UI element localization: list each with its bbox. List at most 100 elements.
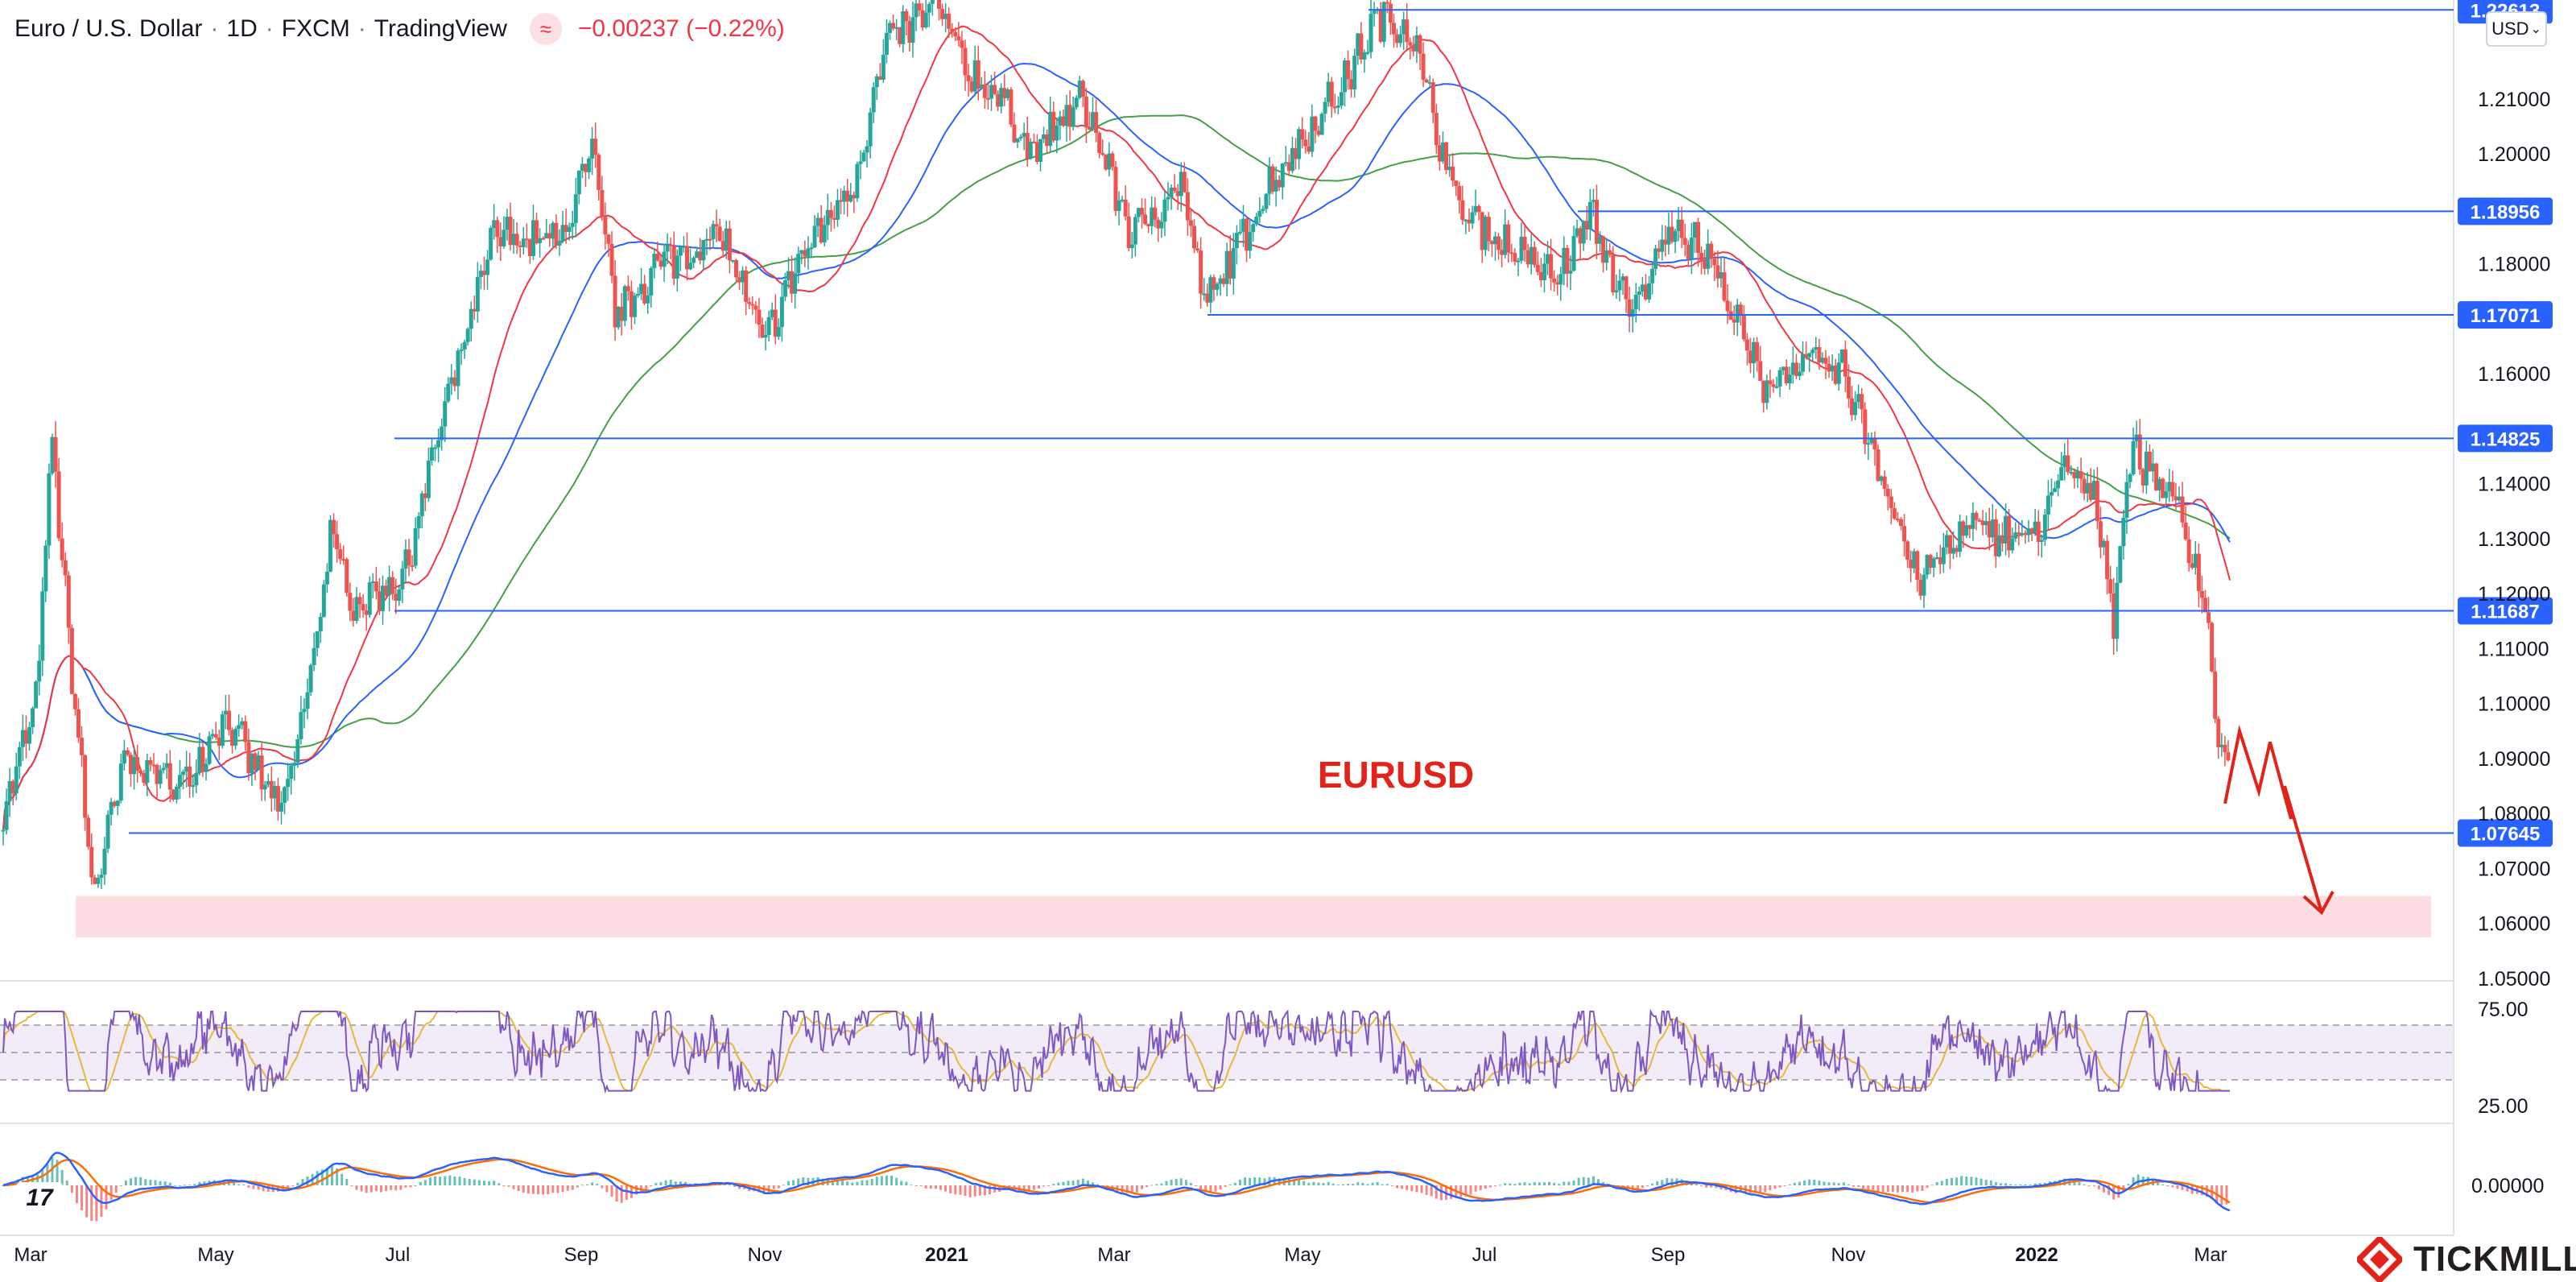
macd-hist-bar [473, 1179, 476, 1185]
candle-up [779, 296, 784, 327]
candle-up [544, 233, 549, 239]
candle-up [580, 163, 584, 171]
candle-up [1179, 172, 1183, 196]
candle-down [2154, 463, 2159, 490]
macd-hist-bar [65, 1181, 68, 1185]
macd-hist-bar [1827, 1182, 1831, 1185]
macd-hist-bar [1572, 1180, 1575, 1185]
candle-down [226, 710, 231, 730]
candle-down [1385, 2, 1389, 4]
candle-down [1882, 476, 1887, 489]
macd-hist-bar [444, 1176, 447, 1185]
macd-hist-bar [60, 1169, 64, 1185]
candle-up [1166, 196, 1170, 200]
candle-down [2108, 579, 2113, 593]
candle-up [283, 787, 287, 803]
approx-icon[interactable]: ≈ [529, 13, 562, 45]
projection-arrowhead [2302, 891, 2334, 916]
candle-up [793, 273, 798, 294]
macd-hist-bar [610, 1185, 613, 1197]
macd-hist-bar [1940, 1181, 1943, 1185]
candle-down [1522, 236, 1527, 250]
candle-down [2196, 553, 2201, 591]
macd-hist-bar [2009, 1184, 2013, 1185]
macd-hist-bar [149, 1179, 152, 1185]
y-tick-label: 1.16000 [2478, 363, 2550, 386]
macd-hist-bar [1906, 1185, 1909, 1193]
candle-up [1254, 217, 1259, 225]
candle-down [253, 753, 258, 771]
macd-hist-bar [336, 1168, 339, 1185]
candle-down [1977, 519, 1982, 522]
candle-up [220, 714, 225, 746]
macd-hist-bar [493, 1181, 496, 1185]
price-change: −0.00237 (−0.22%) [577, 15, 785, 42]
candle-down [737, 277, 742, 283]
macd-hist-bar [973, 1185, 976, 1197]
y-tick-label: 1.13000 [2478, 528, 2550, 551]
candle-down [1067, 105, 1072, 127]
candle-down [1025, 133, 1030, 159]
candle-down [1286, 162, 1291, 172]
candle-up [881, 55, 886, 81]
macd-hist-bar [1823, 1181, 1826, 1185]
candle-up [1807, 353, 1812, 358]
candle-up [250, 753, 254, 774]
candle-down [1679, 219, 1684, 238]
candle-down [1905, 541, 1910, 560]
macd-hist-bar [114, 1185, 118, 1193]
candle-down [1476, 205, 1481, 213]
macd-hist-bar [905, 1181, 908, 1185]
candle-down [917, 3, 922, 10]
macd-hist-bar [296, 1182, 299, 1185]
candle-up [1283, 162, 1288, 164]
candle-up [1107, 153, 1112, 170]
candle-down [1872, 438, 1877, 450]
candle-down [2088, 482, 2093, 500]
macd-hist-bar [802, 1177, 805, 1185]
candle-down [1002, 88, 1007, 98]
macd-hist-bar [2, 1185, 5, 1186]
macd-hist-bar [2132, 1177, 2135, 1185]
candle-up [1562, 247, 1567, 275]
candle-up [943, 14, 948, 19]
candle-down [1051, 111, 1056, 141]
candle-up [1463, 219, 1468, 221]
candle-up [1427, 82, 1432, 85]
candle-up [724, 228, 729, 251]
macd-hist-bar [620, 1185, 623, 1203]
macd-hist-bar [1837, 1183, 1840, 1185]
candle-down [904, 10, 909, 22]
macd-hist-bar [1390, 1185, 1393, 1186]
symbol-name[interactable]: Euro / U.S. Dollar [14, 15, 203, 42]
candle-up [14, 766, 19, 794]
macd-hist-bar [90, 1185, 93, 1222]
candle-up [1839, 349, 1844, 363]
macd-hist-bar [1385, 1184, 1389, 1185]
macd-hist-bar [1876, 1185, 1880, 1192]
candle-up [560, 225, 565, 242]
candle-down [1146, 224, 1151, 226]
currency-selector[interactable]: USD ⌄ [2486, 11, 2547, 47]
candle-up [573, 194, 578, 224]
macd-hist-bar [1302, 1181, 1306, 1185]
macd-hist-bar [1842, 1182, 1845, 1185]
candle-down [2190, 563, 2194, 569]
candle-up [184, 766, 189, 772]
macd-hist-bar [591, 1182, 594, 1185]
candle-down [593, 139, 598, 155]
tradingview-logo-icon[interactable]: 17 [16, 1182, 63, 1214]
macd-hist-bar [1179, 1178, 1183, 1185]
macd-hist-bar [233, 1182, 236, 1185]
candle-down [1974, 512, 1979, 520]
interval-label[interactable]: 1D [226, 15, 258, 42]
candle-down [332, 519, 336, 535]
macd-hist-bar [1184, 1180, 1187, 1185]
candle-up [1362, 52, 1367, 60]
candle-down [1549, 254, 1554, 279]
candle-down [1643, 284, 1648, 300]
macd-hist-bar [1563, 1181, 1566, 1185]
macd-hist-bar [566, 1185, 569, 1191]
macd-hist-bar [1214, 1185, 1217, 1192]
